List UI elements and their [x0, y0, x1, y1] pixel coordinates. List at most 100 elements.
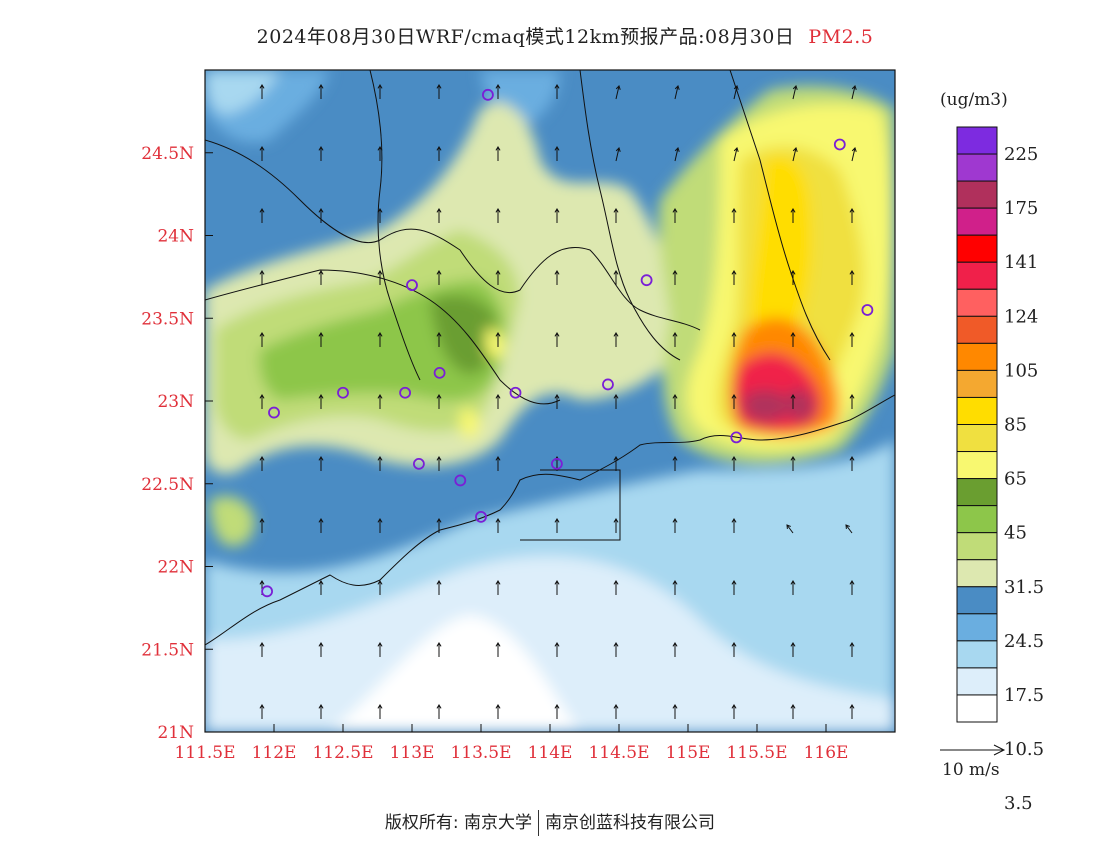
city-marker [412, 457, 425, 470]
colorbar-swatch [956, 451, 998, 480]
wind-arrow [733, 85, 739, 100]
wind-arrow [613, 518, 619, 533]
y-tick-label: 23.5N [141, 309, 194, 329]
wind-arrow [733, 147, 739, 162]
y-tick-label: 23N [157, 392, 194, 412]
wind-arrow [554, 580, 560, 595]
wind-arrow [377, 456, 383, 471]
colorbar-swatch [956, 153, 998, 182]
wind-arrow [377, 270, 383, 285]
wind-arrow [731, 518, 737, 533]
wind-arrow [790, 704, 796, 719]
wind-arrow [436, 146, 442, 161]
city-marker [433, 366, 446, 379]
y-tick-label: 21.5N [141, 640, 194, 660]
city-marker [261, 585, 274, 598]
city-marker [406, 279, 418, 292]
wind-arrow [495, 456, 501, 471]
wind-arrow [790, 208, 796, 223]
colorbar-swatch [956, 288, 998, 317]
footer-left: 版权所有: 南京大学 [384, 813, 533, 833]
copyright-footer: 版权所有: 南京大学 南京创蓝科技有限公司 [0, 808, 1100, 836]
wind-arrow [731, 456, 737, 471]
footer-separator [538, 810, 540, 836]
wind-arrow [674, 147, 680, 162]
x-tick-label: 113.5E [450, 743, 511, 763]
colorbar-label: 124 [1004, 306, 1038, 327]
wind-arrow [554, 146, 560, 161]
wind-arrow [672, 270, 678, 285]
colorbar-swatch [956, 396, 998, 426]
wind-arrow [318, 394, 324, 409]
wind-arrow [377, 580, 383, 595]
wind-arrow [792, 85, 798, 100]
wind-arrow [436, 208, 442, 223]
wind-arrow [731, 394, 737, 409]
wind-arrow [377, 394, 383, 409]
x-tick-label: 113E [390, 743, 435, 763]
footer-right: 南京创蓝科技有限公司 [545, 813, 716, 833]
x-tick-label: 115E [666, 743, 711, 763]
wind-arrow [436, 456, 442, 471]
wind-arrow [849, 394, 855, 409]
wind-arrow [259, 518, 265, 533]
wind-arrow [790, 394, 796, 409]
wind-arrow [672, 208, 678, 223]
colorbar-swatch [956, 180, 998, 209]
wind-reference-label: 10 m/s [942, 760, 1000, 780]
wind-arrow [495, 394, 501, 409]
colorbar-swatch [956, 342, 998, 371]
wind-arrow [259, 84, 265, 99]
colorbar-label: 105 [1004, 360, 1038, 381]
wind-arrow [790, 456, 796, 471]
wind-arrow [495, 704, 501, 719]
map-axes: 111.5E 112E 112.5E 113E 113.5E 114E 114.5E 115E… [141, 144, 848, 763]
wind-arrow [849, 270, 855, 285]
wind-arrow [554, 518, 560, 533]
wind-arrow [377, 208, 383, 223]
colorbar-label: 3.5 [1004, 793, 1033, 814]
wind-arrow [672, 332, 678, 347]
city-marker [551, 457, 563, 470]
wind-arrow [495, 270, 501, 285]
city-marker [861, 304, 874, 316]
colorbar-swatch [956, 640, 998, 669]
city-markers [261, 88, 874, 598]
wind-arrow [672, 580, 678, 595]
x-tick-label: 116E [804, 743, 849, 763]
colorbar-swatch [956, 586, 998, 615]
wind-reference-arrow [940, 744, 1006, 756]
city-marker [640, 274, 653, 287]
wind-arrow [259, 208, 265, 223]
colorbar-swatch [956, 559, 998, 588]
colorbar-label: 45 [1004, 523, 1027, 544]
colorbar-swatch [956, 369, 998, 398]
wind-arrow [377, 332, 383, 347]
x-tick-label: 111.5E [174, 743, 235, 763]
wind-arrow [731, 208, 737, 223]
wind-arrow [613, 208, 619, 223]
wind-arrow [613, 270, 619, 285]
wind-arrow [495, 332, 501, 347]
wind-arrow [613, 580, 619, 595]
wind-arrow [259, 146, 265, 161]
wind-arrow [613, 394, 619, 409]
wind-arrow [613, 456, 619, 471]
wind-arrow [615, 147, 621, 162]
y-tick-label: 22.5N [141, 475, 194, 495]
wind-arrow [495, 146, 501, 161]
wind-arrow [554, 270, 560, 285]
wind-arrow [672, 394, 678, 409]
wind-arrow [554, 332, 560, 347]
wind-arrow [613, 704, 619, 719]
colorbar-swatch [956, 667, 998, 696]
colorbar-swatch [956, 694, 998, 723]
wind-arrow [436, 580, 442, 595]
wind-arrow [495, 642, 501, 657]
wind-arrow [851, 85, 857, 100]
wind-arrow [554, 394, 560, 409]
wind-arrow [377, 704, 383, 719]
wind-arrow [790, 270, 796, 285]
wind-arrow [790, 642, 796, 657]
wind-arrow [790, 332, 796, 347]
